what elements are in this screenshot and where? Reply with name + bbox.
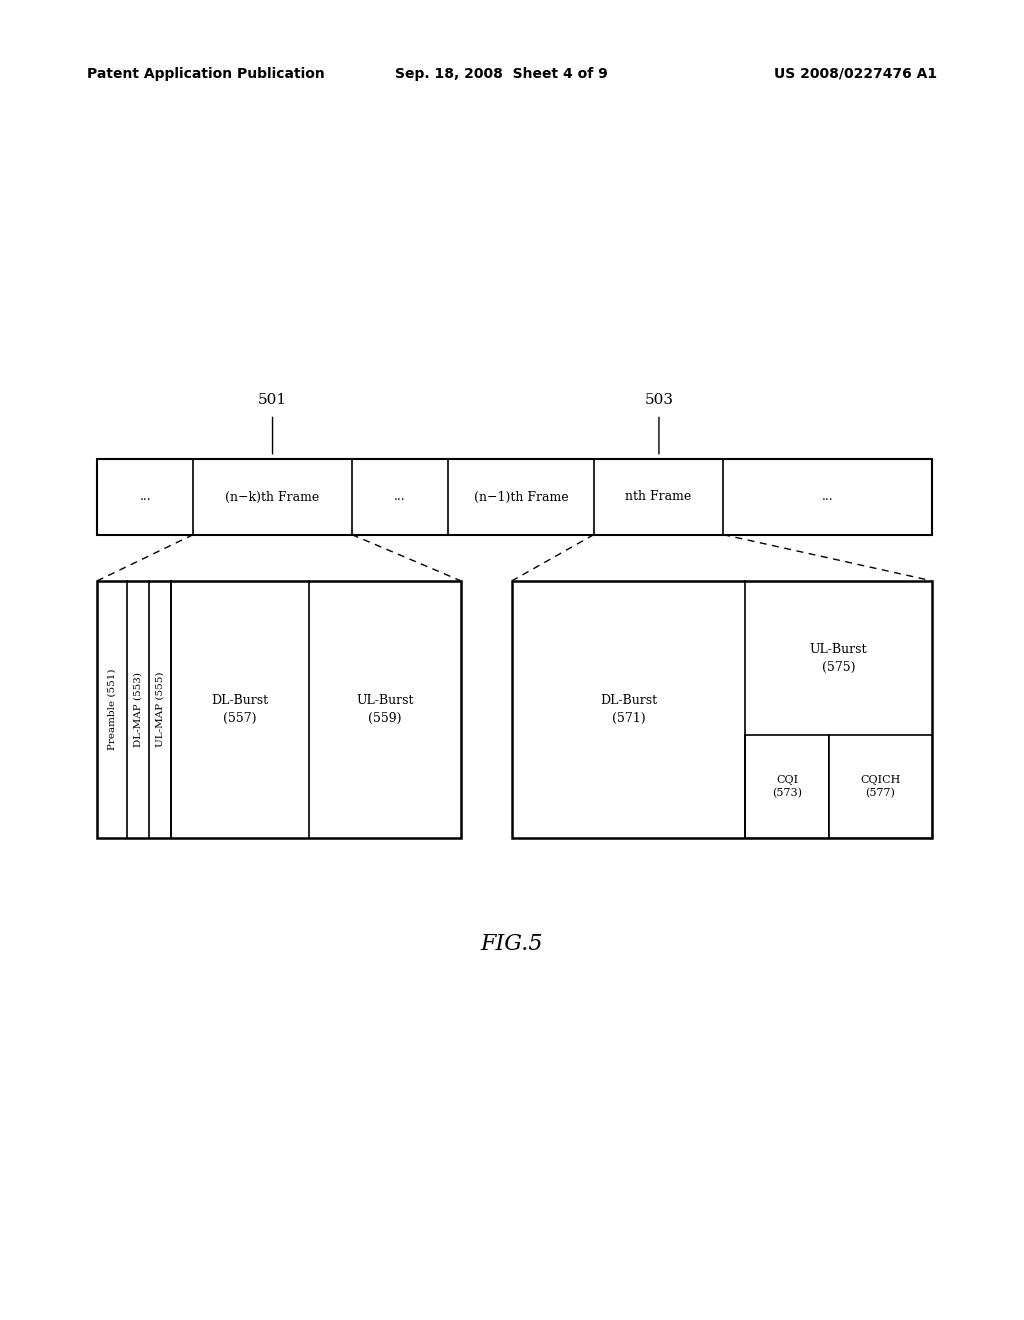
Bar (512, 581, 932, 838)
Text: nth Frame: nth Frame (626, 491, 691, 503)
Text: 503: 503 (644, 392, 674, 407)
Text: ...: ... (139, 491, 152, 503)
Bar (829, 735, 932, 838)
Text: US 2008/0227476 A1: US 2008/0227476 A1 (774, 67, 937, 81)
Text: FIG.5: FIG.5 (480, 933, 544, 954)
Text: DL-Burst
(557): DL-Burst (557) (211, 694, 268, 725)
Text: (n−k)th Frame: (n−k)th Frame (225, 491, 319, 503)
Bar (97, 459, 932, 535)
Text: DL-MAP (553): DL-MAP (553) (133, 672, 142, 747)
Text: ...: ... (821, 491, 834, 503)
Text: Patent Application Publication: Patent Application Publication (87, 67, 325, 81)
Text: CQI
(573): CQI (573) (772, 775, 802, 799)
Text: UL-Burst
(559): UL-Burst (559) (356, 694, 414, 725)
Text: (n−1)th Frame: (n−1)th Frame (473, 491, 568, 503)
Text: Preamble (551): Preamble (551) (108, 669, 117, 750)
Text: UL-Burst
(575): UL-Burst (575) (810, 643, 867, 673)
Text: Sep. 18, 2008  Sheet 4 of 9: Sep. 18, 2008 Sheet 4 of 9 (395, 67, 608, 81)
Text: DL-Burst
(571): DL-Burst (571) (600, 694, 657, 725)
Text: UL-MAP (555): UL-MAP (555) (156, 672, 164, 747)
Text: 501: 501 (258, 392, 287, 407)
Text: CQICH
(577): CQICH (577) (860, 775, 900, 799)
Bar (97, 581, 461, 838)
Text: ...: ... (394, 491, 406, 503)
Bar (745, 735, 829, 838)
